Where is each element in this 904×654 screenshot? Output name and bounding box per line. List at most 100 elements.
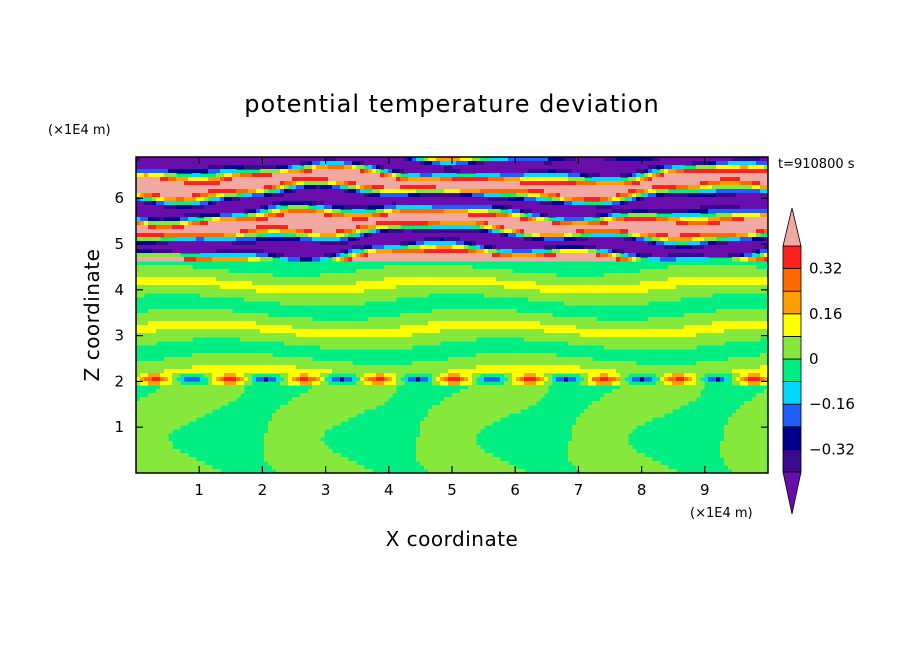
field-cell bbox=[600, 197, 605, 202]
field-cell bbox=[180, 217, 185, 222]
field-cell bbox=[328, 245, 333, 250]
field-cell bbox=[252, 197, 257, 202]
field-cell bbox=[492, 177, 497, 182]
field-cell bbox=[276, 237, 281, 242]
field-cell bbox=[628, 157, 633, 162]
field-cell bbox=[508, 189, 513, 194]
field-cell bbox=[708, 265, 713, 270]
field-cell bbox=[688, 177, 693, 182]
field-cell bbox=[152, 273, 157, 278]
field-cell bbox=[332, 293, 337, 298]
field-cell bbox=[396, 269, 401, 274]
field-cell bbox=[620, 241, 625, 246]
field-cell bbox=[688, 193, 693, 198]
field-cell bbox=[556, 205, 561, 210]
field-cell bbox=[240, 225, 245, 230]
field-cell bbox=[284, 157, 289, 162]
field-cell bbox=[412, 177, 417, 182]
field-cell bbox=[228, 161, 233, 166]
field-cell bbox=[272, 213, 277, 218]
field-cell bbox=[208, 221, 213, 226]
field-cell bbox=[144, 173, 149, 178]
field-cell bbox=[244, 185, 249, 190]
field-cell bbox=[376, 185, 381, 190]
field-cell bbox=[392, 213, 397, 218]
field-cell bbox=[188, 289, 193, 294]
field-cell bbox=[752, 277, 757, 282]
field-cell bbox=[156, 257, 161, 262]
field-cell bbox=[452, 189, 457, 194]
field-cell bbox=[692, 193, 697, 198]
field-cell bbox=[344, 273, 349, 278]
field-cell bbox=[732, 269, 737, 274]
field-cell bbox=[492, 189, 497, 194]
field-cell bbox=[424, 201, 429, 206]
field-cell bbox=[332, 237, 337, 242]
field-cell bbox=[280, 257, 285, 262]
field-cell bbox=[168, 193, 173, 198]
field-cell bbox=[272, 173, 277, 178]
field-cell bbox=[512, 221, 517, 226]
field-cell bbox=[284, 277, 289, 282]
field-cell bbox=[460, 225, 465, 230]
field-cell bbox=[524, 229, 529, 234]
field-cell bbox=[252, 157, 257, 162]
field-cell bbox=[240, 165, 245, 170]
field-cell bbox=[252, 289, 257, 294]
field-cell bbox=[632, 177, 637, 182]
field-cell bbox=[332, 221, 337, 226]
field-cell bbox=[528, 189, 533, 194]
field-cell bbox=[408, 193, 413, 198]
field-cell bbox=[736, 285, 741, 290]
field-cell bbox=[284, 241, 289, 246]
field-cell bbox=[624, 201, 629, 206]
field-cell bbox=[304, 289, 309, 294]
field-cell bbox=[248, 221, 253, 226]
field-cell bbox=[752, 225, 757, 230]
field-cell bbox=[764, 241, 768, 246]
field-cell bbox=[388, 217, 393, 222]
field-cell bbox=[756, 277, 761, 282]
field-cell bbox=[376, 269, 381, 274]
field-cell bbox=[576, 197, 581, 202]
field-cell bbox=[348, 217, 353, 222]
field-cell bbox=[160, 273, 165, 278]
field-cell bbox=[756, 213, 761, 218]
field-cell bbox=[484, 185, 489, 190]
field-cell bbox=[640, 197, 645, 202]
field-cell bbox=[708, 289, 713, 294]
field-cell bbox=[416, 269, 421, 274]
field-cell bbox=[520, 229, 525, 234]
field-cell bbox=[228, 293, 233, 298]
field-cell bbox=[184, 257, 189, 262]
field-cell bbox=[172, 289, 177, 294]
field-cell bbox=[424, 241, 429, 246]
field-cell bbox=[492, 173, 497, 178]
field-cell bbox=[288, 197, 293, 202]
field-cell bbox=[600, 249, 605, 254]
field-cell bbox=[140, 229, 145, 234]
field-cell bbox=[672, 289, 677, 294]
field-cell bbox=[640, 205, 645, 210]
field-cell bbox=[324, 185, 329, 190]
field-cell bbox=[556, 157, 561, 162]
field-cell bbox=[316, 233, 321, 238]
field-cell bbox=[440, 209, 445, 214]
field-cell bbox=[588, 169, 593, 174]
field-cell bbox=[348, 169, 353, 174]
field-cell bbox=[524, 281, 529, 286]
field-cell bbox=[340, 245, 345, 250]
field-cell bbox=[448, 205, 453, 210]
field-cell bbox=[764, 169, 768, 174]
field-cell bbox=[396, 161, 401, 166]
field-cell bbox=[464, 189, 469, 194]
field-cell bbox=[300, 277, 305, 282]
field-cell bbox=[288, 277, 293, 282]
field-cell bbox=[136, 269, 141, 274]
field-cell bbox=[536, 157, 541, 162]
field-cell bbox=[184, 229, 189, 234]
field-cell bbox=[544, 273, 549, 278]
field-cell bbox=[424, 205, 429, 210]
field-cell bbox=[748, 229, 753, 234]
field-cell bbox=[296, 241, 301, 246]
